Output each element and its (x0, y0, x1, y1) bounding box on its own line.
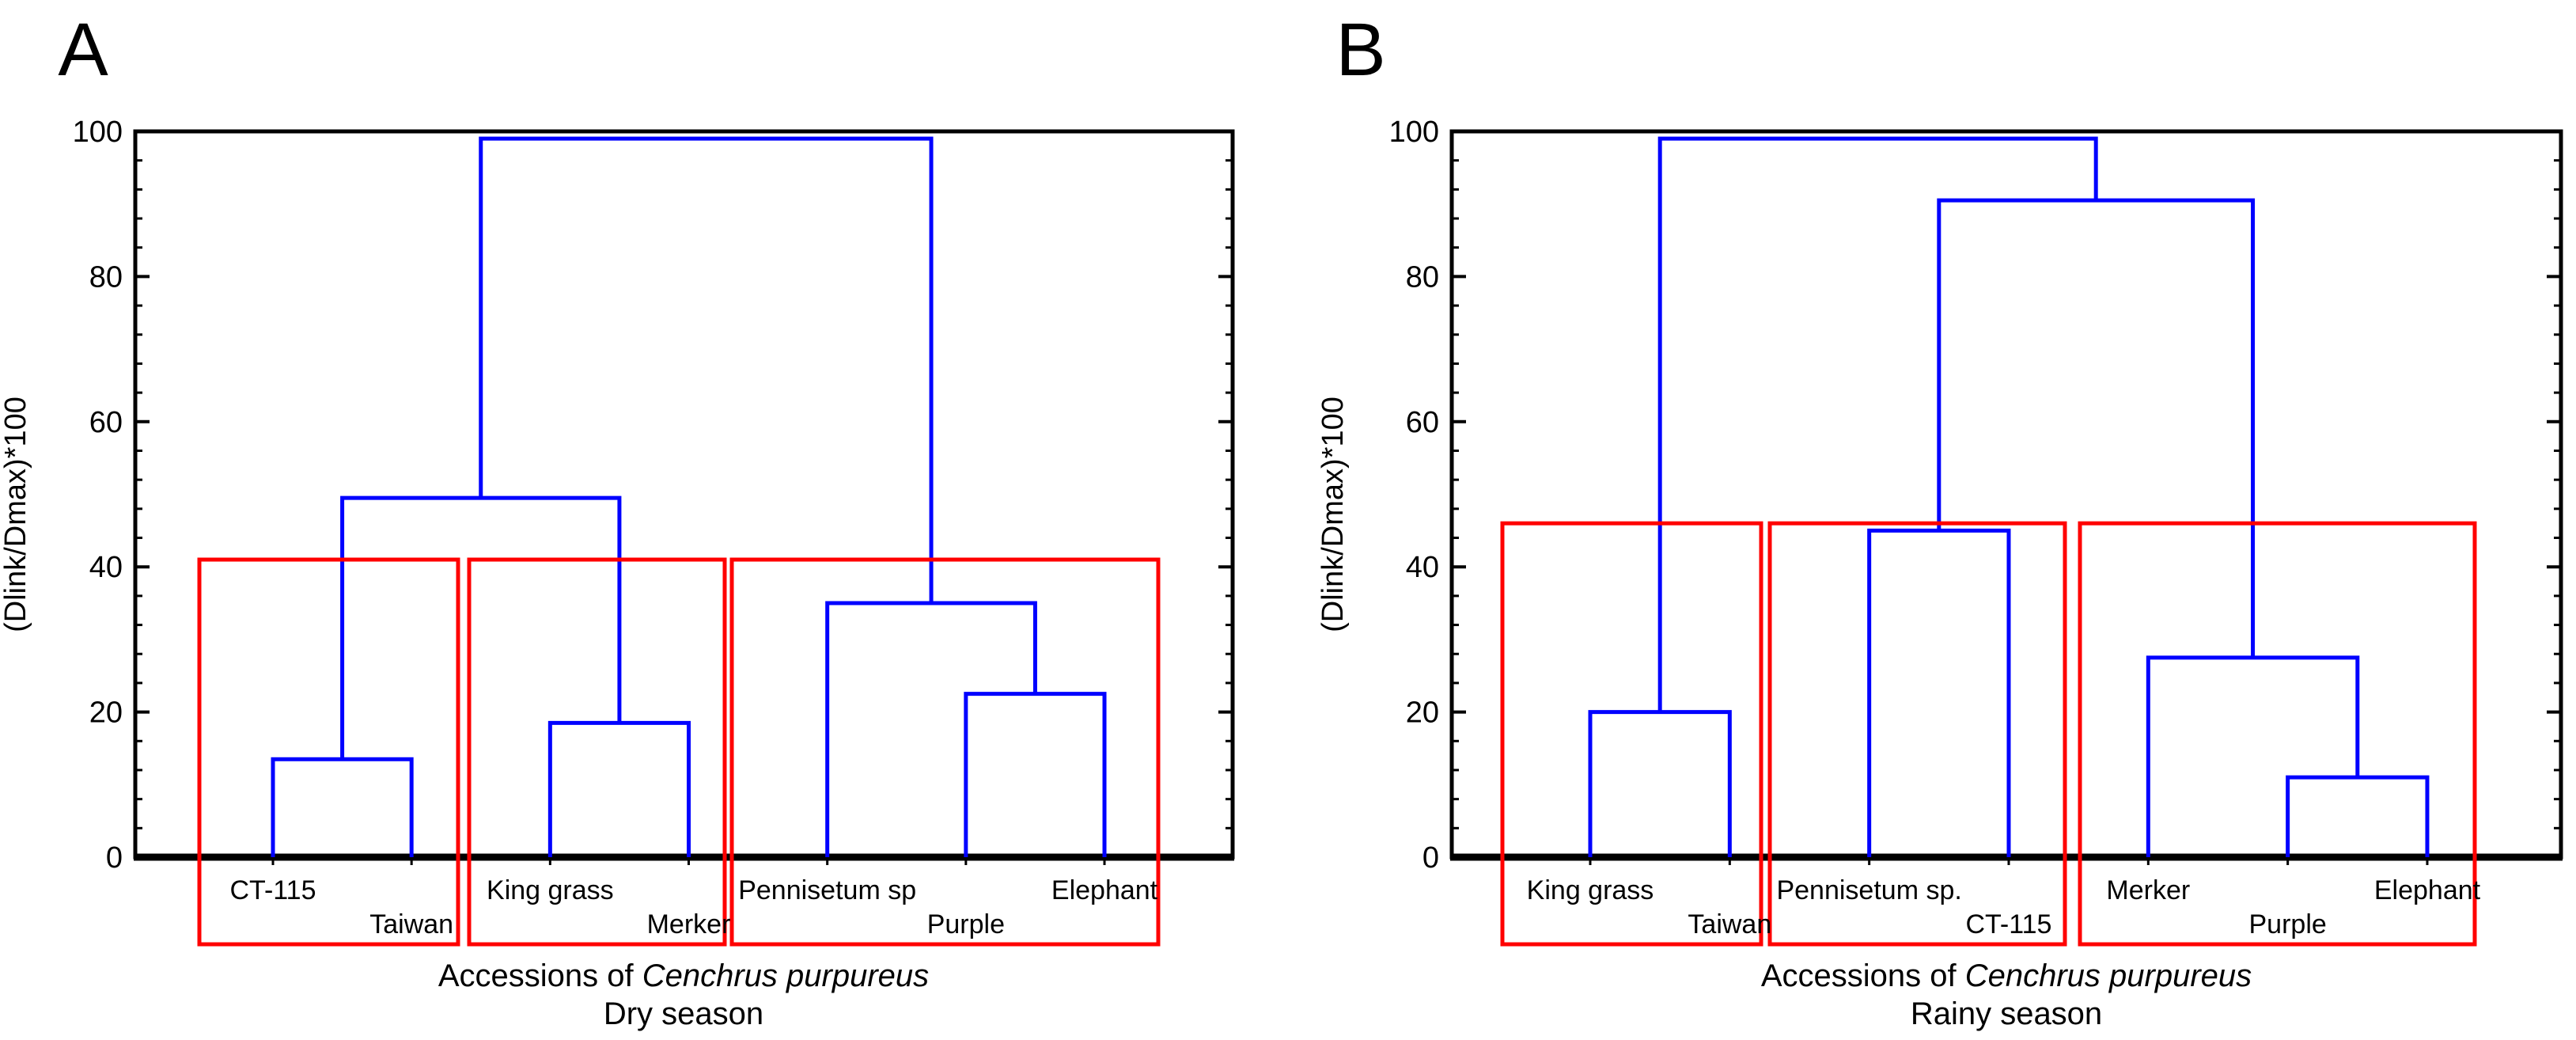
leaf-label: Elephant (1051, 875, 1158, 905)
merge-link (1867, 528, 2011, 857)
merge-link (479, 136, 934, 604)
x-axis-title-prefix: Accessions of (1761, 958, 1965, 993)
dendrogram-tree (271, 136, 1107, 857)
merge-link (340, 495, 622, 760)
x-axis-title-species: Cenchrus purpureus (642, 958, 929, 993)
plot-frame (133, 129, 1235, 860)
y-tick-label: 0 (1422, 841, 1439, 875)
leaf-label: CT-115 (1965, 909, 2051, 939)
y-tick-label: 20 (1406, 696, 1439, 730)
panel-letter: A (58, 8, 108, 92)
y-tick-label: 60 (89, 406, 123, 439)
y-axis-title: (Dlink/Dmax)*100 (1316, 397, 1350, 632)
cluster-box (1500, 521, 1763, 947)
panel-b: B 0 20 40 60 80 100 (Dlink/Dmax)*100 King grass T… (1316, 8, 2563, 1031)
y-tick-label: 100 (73, 116, 123, 149)
cluster-box (467, 557, 727, 947)
merge-link (547, 720, 691, 857)
merge-link (2286, 775, 2430, 857)
leaf-label: Merker (2106, 875, 2190, 905)
dendrogram-tree (1588, 136, 2430, 857)
merge-link (825, 601, 1037, 857)
merge-link (271, 757, 414, 857)
merge-link (1657, 136, 2098, 712)
cluster-boxes (1500, 521, 2477, 947)
y-tick-label: 40 (1406, 551, 1439, 584)
cluster-boxes (197, 557, 1161, 947)
panel-letter: B (1335, 8, 1385, 92)
leaf-label: Purple (2249, 909, 2327, 939)
y-axis-ticks (1452, 130, 2561, 859)
y-tick-label: 80 (89, 260, 123, 294)
season-label: Rainy season (1911, 996, 2102, 1031)
y-axis-ticks (135, 130, 1233, 859)
leaf-label: Pennisetum sp (738, 875, 916, 905)
cluster-box (1767, 521, 2067, 947)
x-axis-title: Accessions of Cenchrus purpureus (438, 958, 929, 993)
leaf-label: Purple (927, 909, 1005, 939)
cluster-box (197, 557, 460, 947)
leaf-label: Taiwan (1688, 909, 1771, 939)
y-axis-title: (Dlink/Dmax)*100 (0, 397, 32, 632)
leaf-label: Pennisetum sp. (1776, 875, 1961, 905)
season-label: Dry season (604, 996, 763, 1031)
y-tick-label: 100 (1389, 116, 1439, 149)
leaf-label: King grass (1527, 875, 1654, 905)
y-tick-label: 40 (89, 551, 123, 584)
cluster-box (2078, 521, 2477, 947)
leaf-label: Elephant (2374, 875, 2481, 905)
y-tick-label: 0 (106, 841, 123, 875)
cluster-box (729, 557, 1161, 947)
panel-a: A 0 20 40 60 80 100 (Dlink/Dmax)*100 CT-115 Taiwa… (0, 8, 1235, 1031)
merge-link (2146, 655, 2360, 857)
leaf-label: Merker (647, 909, 731, 939)
y-tick-label: 80 (1406, 260, 1439, 294)
leaf-label: King grass (487, 875, 614, 905)
leaf-label: CT-115 (230, 875, 316, 905)
merge-link (1588, 710, 1732, 857)
y-tick-label: 60 (1406, 406, 1439, 439)
x-axis-title-species: Cenchrus purpureus (1965, 958, 2252, 993)
leaf-label: Taiwan (369, 909, 453, 939)
merge-link (1937, 198, 2256, 658)
merge-link (964, 692, 1107, 857)
y-tick-label: 20 (89, 696, 123, 730)
x-axis-title: Accessions of Cenchrus purpureus (1761, 958, 2252, 993)
plot-frame (1449, 129, 2563, 860)
x-axis-title-prefix: Accessions of (438, 958, 642, 993)
